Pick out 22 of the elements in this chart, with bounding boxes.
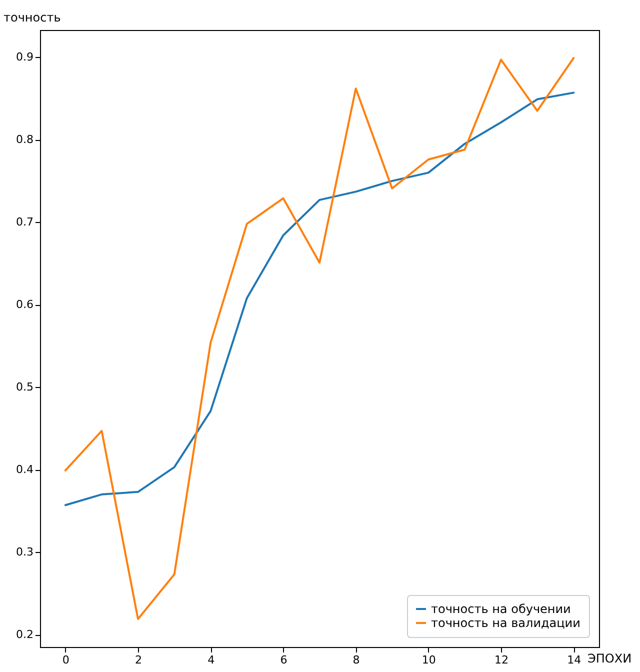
x-tick-label: 12 — [494, 654, 508, 666]
x-axis-title: ЭПОХИ — [588, 652, 632, 666]
y-tick-label: 0.9 — [16, 50, 34, 64]
x-tick-label: 2 — [135, 654, 142, 666]
y-axis-title: точность — [4, 10, 61, 24]
legend-label: точность на обучении — [431, 602, 571, 616]
x-tick-label: 14 — [567, 654, 582, 666]
y-tick-label: 0.3 — [16, 546, 34, 559]
x-tick-label: 10 — [422, 654, 436, 666]
y-tick-label: 0.6 — [16, 298, 34, 312]
x-tick-label: 0 — [62, 654, 70, 666]
y-tick-label: 0.8 — [16, 133, 34, 146]
x-tick-label: 4 — [208, 654, 215, 666]
y-tick-label: 0.2 — [16, 628, 34, 642]
x-tick-label: 8 — [352, 654, 360, 666]
x-tick-label: 6 — [280, 654, 288, 666]
line-series — [64, 92, 575, 506]
y-tick-label: 0.7 — [16, 216, 34, 229]
y-tick-label: 0.5 — [16, 380, 34, 394]
line-series — [64, 57, 575, 620]
y-tick-label: 0.4 — [16, 463, 34, 476]
legend-label: точность на валидации — [431, 616, 580, 630]
